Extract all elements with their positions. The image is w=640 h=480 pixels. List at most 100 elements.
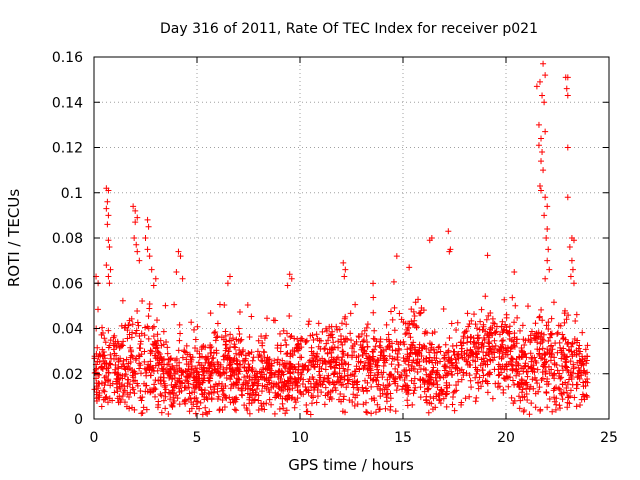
data-point — [223, 395, 230, 402]
data-point — [320, 377, 327, 384]
data-point — [372, 343, 379, 350]
data-point — [137, 370, 144, 377]
data-point — [292, 378, 299, 385]
data-point — [428, 344, 435, 351]
data-point — [392, 378, 399, 385]
data-point — [544, 376, 551, 383]
data-point — [529, 376, 536, 383]
data-point — [360, 388, 367, 395]
data-point — [120, 338, 127, 345]
data-point — [333, 359, 340, 366]
data-point — [389, 316, 396, 323]
data-point — [244, 380, 251, 387]
data-point — [443, 369, 450, 376]
data-point — [268, 362, 275, 369]
data-point — [542, 351, 549, 358]
data-point — [141, 380, 148, 387]
data-point — [500, 337, 507, 344]
data-point — [478, 341, 485, 348]
data-point — [226, 362, 233, 369]
data-point — [196, 354, 203, 361]
data-point — [284, 350, 291, 357]
data-point — [274, 344, 281, 351]
data-point — [429, 381, 436, 388]
data-point — [579, 391, 586, 398]
data-point — [539, 317, 546, 324]
data-point — [371, 397, 378, 404]
data-point — [542, 128, 549, 135]
data-point — [218, 380, 225, 387]
data-point — [170, 394, 177, 401]
data-point — [453, 360, 460, 367]
data-point — [151, 385, 158, 392]
data-point — [528, 365, 535, 372]
y-tick-label: 0.16 — [52, 50, 83, 66]
data-point — [472, 321, 479, 328]
data-point — [405, 357, 412, 364]
data-point — [291, 363, 298, 370]
data-point — [432, 404, 439, 411]
data-point — [287, 350, 294, 357]
data-point — [364, 338, 371, 345]
data-point — [353, 381, 360, 388]
data-point — [303, 337, 310, 344]
data-point — [152, 386, 159, 393]
data-point — [562, 356, 569, 363]
data-point — [502, 321, 509, 328]
data-point — [483, 349, 490, 356]
data-point — [361, 363, 368, 370]
data-point — [421, 388, 428, 395]
data-point — [567, 273, 574, 280]
data-point — [557, 344, 564, 351]
data-point — [492, 329, 499, 336]
data-point — [491, 345, 498, 352]
data-point — [402, 372, 409, 379]
data-point — [398, 372, 405, 379]
y-tick-label: 0 — [74, 412, 83, 428]
data-point — [218, 334, 225, 341]
data-point — [567, 393, 573, 400]
data-point — [135, 352, 142, 359]
data-point — [176, 337, 183, 344]
data-point — [400, 319, 407, 326]
data-point — [517, 397, 524, 404]
data-point — [124, 391, 131, 398]
data-point — [338, 339, 345, 346]
data-point — [133, 241, 140, 248]
data-point — [429, 330, 436, 337]
data-point — [445, 347, 452, 354]
data-point — [137, 338, 144, 345]
data-point — [545, 319, 552, 326]
data-point — [160, 328, 167, 335]
data-point — [217, 369, 224, 376]
data-point — [560, 345, 567, 352]
data-point — [294, 341, 301, 348]
data-point — [123, 356, 130, 363]
data-point — [150, 282, 157, 289]
data-point — [405, 384, 412, 391]
data-point — [150, 323, 157, 330]
data-point — [460, 340, 467, 347]
data-point — [157, 353, 164, 360]
data-point — [381, 386, 388, 393]
data-point — [336, 326, 343, 333]
data-point — [218, 385, 225, 392]
data-point — [228, 337, 235, 344]
data-point — [337, 375, 344, 382]
data-point — [423, 396, 430, 403]
data-point — [310, 392, 316, 399]
data-point — [443, 403, 450, 410]
data-point — [514, 314, 521, 321]
data-point — [134, 308, 141, 315]
data-point — [568, 257, 575, 264]
data-point — [352, 301, 359, 308]
data-point — [363, 332, 370, 339]
data-point — [202, 359, 209, 366]
data-point — [417, 310, 424, 317]
data-point — [291, 375, 298, 382]
data-point — [176, 388, 183, 395]
data-point — [318, 389, 325, 396]
data-point — [148, 266, 155, 273]
data-point — [142, 388, 149, 395]
data-point — [254, 348, 261, 355]
